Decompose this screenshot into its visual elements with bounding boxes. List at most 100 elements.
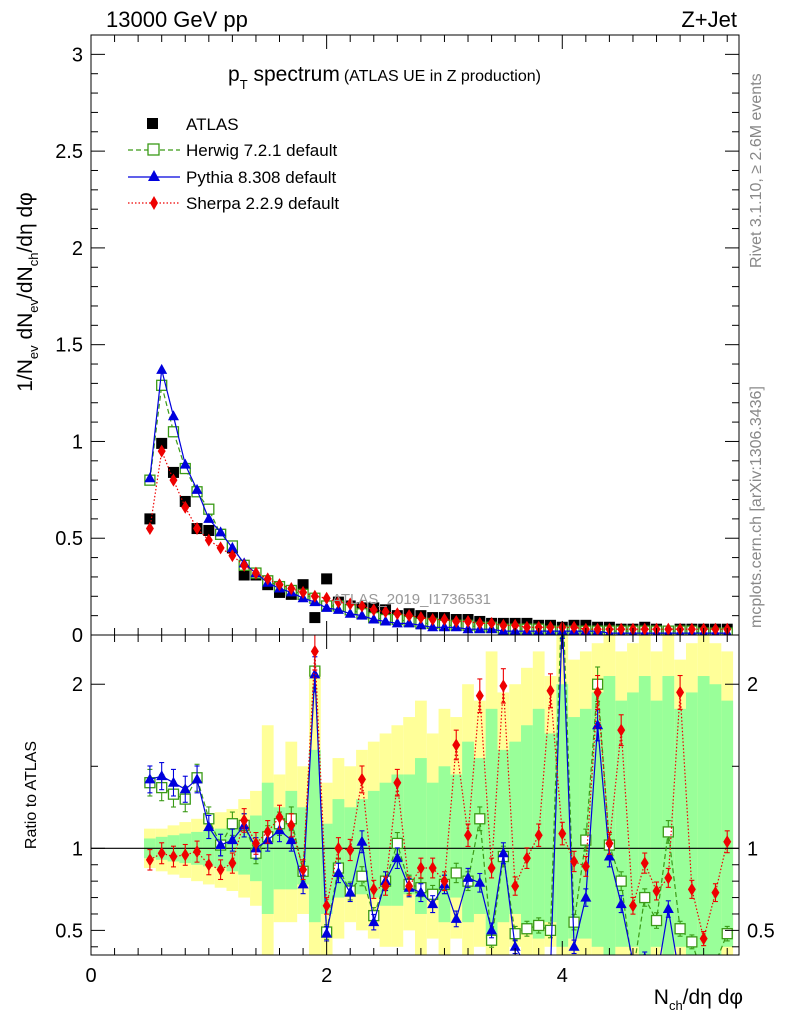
band-inner: [685, 692, 698, 955]
ratio-point-sherpa: [581, 859, 590, 873]
ratio-point-sherpa: [487, 861, 496, 875]
point-herwig: [156, 379, 168, 391]
ratio-y-tick-label: 1: [72, 838, 83, 860]
title-main: p: [228, 63, 240, 86]
point-sherpa: [322, 591, 331, 605]
series-sherpa: [145, 444, 732, 635]
process-label: Z+Jet: [681, 7, 737, 32]
ratio-point-pythia: [651, 974, 662, 984]
point-pythia: [368, 613, 380, 624]
ratio-point-sherpa: [522, 851, 531, 865]
analysis-watermark: ATLAS_2019_I1736531: [332, 591, 491, 608]
point-sherpa: [452, 614, 461, 628]
point-sherpa: [711, 622, 720, 635]
ratio-point-sherpa: [381, 879, 390, 893]
point-sherpa: [204, 533, 213, 547]
ratio-point-sherpa: [263, 825, 272, 839]
title-small: (ATLAS UE in Z production): [344, 68, 541, 85]
ratio-point-sherpa: [369, 882, 378, 896]
band-inner: [627, 692, 639, 947]
ratio-point-sherpa: [558, 827, 567, 841]
ratio-point-pythia: [722, 974, 733, 984]
ylabel-part-3: ev: [26, 298, 41, 312]
point-sherpa: [440, 613, 449, 627]
ratio-point-sherpa: [240, 813, 249, 827]
point-sherpa: [511, 618, 520, 632]
point-sherpa: [263, 572, 272, 586]
band-inner: [579, 708, 592, 939]
point-sherpa: [428, 613, 437, 627]
point-sherpa: [664, 622, 673, 635]
y-tick-label: 1: [72, 431, 83, 453]
ratio-series-sherpa: [145, 635, 732, 947]
ratio-point-sherpa: [699, 932, 708, 946]
point-sherpa: [310, 589, 319, 603]
point-pythia: [356, 609, 368, 620]
point-pythia: [427, 621, 439, 632]
band-inner: [297, 807, 309, 885]
point-sherpa: [145, 522, 154, 536]
band-inner: [426, 782, 439, 898]
ratio-point-sherpa: [593, 685, 602, 699]
legend-label-herwig: Herwig 7.2.1 default: [186, 141, 337, 160]
point-pythia: [167, 410, 179, 421]
ratio-xlabel: Nch/dη dφ: [654, 986, 743, 1013]
main-panel: 0 0.5 1 1.5 2 2.5 3 pT spectrum (ATLAS UE in Z …: [14, 34, 740, 647]
ratio-axes: 0.5 0.5 1 1 2 2 0 2 4: [55, 635, 775, 987]
x-tick-label: 4: [557, 965, 568, 987]
ratio-point-sherpa: [440, 874, 449, 888]
y-tick-label: 0.5: [55, 528, 83, 550]
ratio-point-herwig: [509, 928, 521, 940]
point-sherpa: [334, 595, 343, 609]
point-pythia: [403, 617, 415, 628]
ratio-point-herwig: [544, 924, 557, 937]
ratio-point-sherpa: [628, 899, 637, 913]
point-sherpa: [299, 585, 308, 599]
ratio-point-sherpa: [275, 810, 284, 824]
band-inner: [438, 766, 451, 923]
ratio-point-sherpa: [216, 863, 225, 877]
ratio-point-sherpa: [416, 861, 425, 875]
point-sherpa: [416, 611, 425, 625]
band-inner: [473, 758, 486, 914]
ratio-point-pythia: [486, 924, 498, 935]
ratio-point-pythia: [368, 916, 380, 927]
ratio-point-herwig: [615, 875, 627, 887]
ratio-point-herwig: [628, 968, 638, 978]
band-inner: [450, 774, 463, 898]
ratio-point-pythia: [627, 956, 638, 966]
ratio-point-herwig: [557, 581, 567, 591]
band-inner: [650, 700, 663, 947]
ratio-point-pythia: [427, 898, 439, 909]
ratio-point-sherpa: [617, 723, 626, 737]
uncertainty-bands: [144, 635, 734, 955]
band-inner: [308, 749, 321, 923]
point-sherpa: [499, 618, 508, 632]
band-inner: [415, 758, 427, 914]
legend-marker-atlas: [147, 118, 158, 129]
point-sherpa: [275, 578, 284, 592]
y-tick-label: 0: [72, 625, 83, 647]
ratio-point-sherpa: [181, 848, 190, 862]
ratio-point-pythia: [533, 956, 544, 966]
point-herwig: [167, 426, 180, 438]
ratio-point-sherpa: [534, 828, 543, 842]
ratio-ylabel: Ratio to ATLAS: [23, 741, 40, 849]
y-tick-label: 2: [72, 238, 83, 260]
point-sherpa: [475, 616, 484, 630]
point-sherpa: [546, 620, 555, 634]
y-tick-label: 3: [72, 44, 83, 66]
band-inner: [485, 708, 498, 939]
ratio-plot-area: [91, 581, 739, 984]
ratio-point-sherpa: [145, 853, 154, 867]
point-atlas: [156, 437, 168, 449]
title-sub: T: [240, 77, 248, 92]
point-pythia: [179, 458, 191, 469]
band-inner: [591, 692, 604, 947]
ylabel-part-6: /dη dφ: [14, 192, 37, 252]
legend-label-sherpa: Sherpa 2.2.9 default: [186, 194, 339, 213]
chart-title: pT spectrum (ATLAS UE in Z production): [228, 63, 541, 92]
ratio-point-sherpa: [204, 858, 213, 872]
legend-item-pythia: Pythia 8.308 default: [128, 168, 337, 187]
ratio-panel: 0.5 0.5 1 1 2 2 0 2 4 Ratio to ATLAS Nch/dη dφ: [23, 581, 775, 1013]
